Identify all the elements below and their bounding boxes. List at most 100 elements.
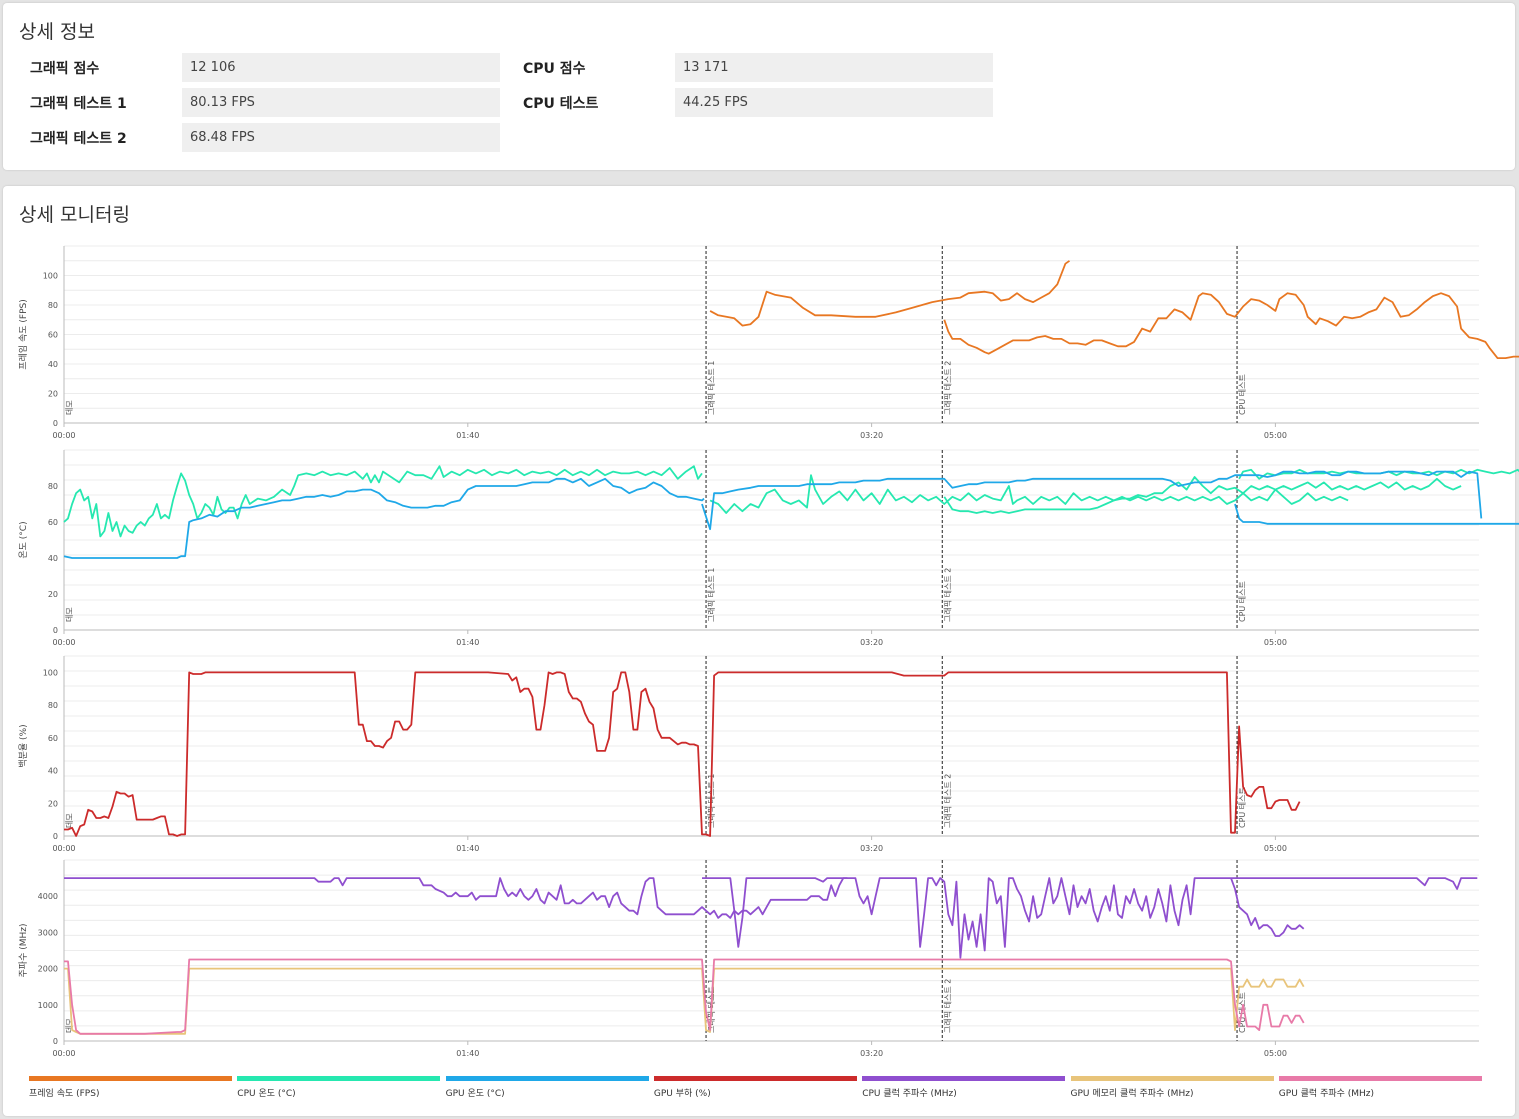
- y-tick-label: 20: [48, 590, 58, 599]
- legend-swatch: [862, 1076, 1066, 1081]
- phase-marker-label: 그래픽 테스트 1: [706, 568, 716, 622]
- series-line-4-2: [64, 967, 1305, 1035]
- legend-swatch: [1278, 1076, 1482, 1081]
- y-tick-label: 80: [48, 301, 58, 310]
- legend-swatch: [653, 1076, 857, 1081]
- cpu-score-label: CPU 점수: [523, 61, 586, 77]
- x-tick-label: 01:40: [456, 1049, 479, 1058]
- series-line-4-1: [1230, 877, 1305, 937]
- phase-marker-label: 데모: [65, 1018, 74, 1033]
- series-line-3-1: [64, 671, 1301, 837]
- series-line-1-1: [943, 292, 1519, 360]
- series-line-2-1: [943, 476, 1462, 514]
- phase-marker-label: CPU 테스트: [1238, 787, 1247, 828]
- y-tick-label: 40: [48, 767, 58, 776]
- y-tick-label: 4000: [38, 892, 58, 901]
- x-tick-label: 00:00: [52, 431, 75, 440]
- y-axis-label: 온도 (°C): [18, 521, 29, 558]
- legend-label: GPU 온도 (°C): [445, 1089, 505, 1099]
- cpu-test-value: 44.25 FPS: [675, 88, 993, 117]
- legend-label: GPU 부하 (%): [653, 1089, 711, 1099]
- phase-marker-label: 데모: [65, 607, 74, 622]
- legend-label: CPU 온도 (°C): [237, 1089, 296, 1099]
- chart-1: 0 20 40 60 80 100 00:00 01:40 03:20 05:00 프레임 속도 (…: [17, 245, 1519, 440]
- y-tick-label: 0: [53, 1037, 58, 1046]
- series-line-2-2: [1234, 503, 1519, 525]
- legend-swatch: [445, 1076, 649, 1081]
- legend-label: GPU 메모리 클럭 주파수 (MHz): [1070, 1089, 1194, 1099]
- x-tick-label: 05:00: [1264, 638, 1287, 647]
- x-tick-label: 01:40: [456, 638, 479, 647]
- series-line-1-1: [709, 260, 1071, 327]
- series-line-4-3: [64, 958, 1305, 1035]
- detail-monitoring-title: 상세 모니터링: [19, 204, 130, 226]
- y-tick-label: 80: [48, 482, 58, 491]
- graphics-test2-label: 그래픽 테스트 2: [30, 131, 127, 147]
- legend-swatch: [29, 1076, 232, 1081]
- detail-monitoring-panel: 상세 모니터링: [3, 186, 1515, 1116]
- legend-swatch: [237, 1076, 441, 1081]
- y-axis-label: 주파수 (MHz): [18, 924, 29, 978]
- series-line-4-1: [64, 877, 848, 919]
- legend-swatch: [1070, 1076, 1274, 1081]
- y-axis-label: 백분율 (%): [18, 724, 29, 767]
- x-tick-label: 05:00: [1264, 431, 1287, 440]
- x-tick-label: 01:40: [456, 844, 479, 853]
- x-tick-label: 03:20: [860, 844, 883, 853]
- phase-marker-label: 그래픽 테스트 2: [942, 979, 952, 1033]
- phase-marker-label: 그래픽 테스트 2: [942, 568, 952, 622]
- x-tick-label: 03:20: [860, 1049, 883, 1058]
- monitoring-charts: 0 20 40 60 80 100 00:00 01:40 03:20 05:00 프레임 속도 (…: [17, 245, 1519, 1058]
- phase-marker-label: 데모: [65, 813, 74, 828]
- phase-marker-label: 데모: [65, 400, 74, 415]
- y-tick-label: 100: [43, 272, 58, 281]
- graphics-score-label: 그래픽 점수: [30, 61, 100, 77]
- x-tick-label: 01:40: [456, 431, 479, 440]
- y-tick-label: 3000: [38, 928, 58, 937]
- phase-marker-label: CPU 테스트: [1238, 581, 1247, 622]
- y-tick-label: 40: [48, 360, 58, 369]
- y-tick-label: 2000: [38, 965, 58, 974]
- cpu-test-label: CPU 테스트: [523, 96, 599, 112]
- y-tick-label: 0: [53, 832, 58, 841]
- phase-marker-label: 그래픽 테스트 1: [706, 361, 716, 415]
- detail-info-panel: 상세 정보 그래픽 점수 12 106 그래픽 테스트 1 80.13 FPS …: [3, 3, 1515, 170]
- series-line-2-1: [63, 465, 703, 538]
- y-tick-label: 80: [48, 701, 58, 710]
- y-tick-label: 0: [53, 626, 58, 635]
- y-tick-label: 60: [48, 734, 58, 743]
- phase-marker-label: 그래픽 테스트 2: [942, 774, 952, 828]
- graphics-test2-value: 68.48 FPS: [182, 123, 500, 152]
- series-line-2-2: [701, 470, 1483, 531]
- legend-label: CPU 클럭 주파수 (MHz): [862, 1089, 957, 1099]
- graphics-score-value: 12 106: [182, 53, 500, 82]
- phase-marker-label: CPU 테스트: [1238, 374, 1247, 415]
- legend-label: 프레임 속도 (FPS): [29, 1089, 100, 1099]
- y-tick-label: 20: [48, 799, 58, 808]
- graphics-test1-value: 80.13 FPS: [182, 88, 500, 117]
- y-tick-label: 60: [48, 331, 58, 340]
- y-tick-label: 20: [48, 390, 58, 399]
- chart-3: 0 20 40 60 80 100 00:00 01:40 03:20 05:00 백분율 (%) 데…: [18, 655, 1479, 853]
- x-tick-label: 00:00: [52, 844, 75, 853]
- series-line-2-2: [63, 477, 705, 559]
- detail-info-title: 상세 정보: [19, 21, 95, 43]
- x-tick-label: 00:00: [52, 1049, 75, 1058]
- x-tick-label: 00:00: [52, 638, 75, 647]
- x-tick-label: 03:20: [860, 638, 883, 647]
- legend-label: GPU 클럭 주파수 (MHz): [1278, 1089, 1375, 1099]
- x-tick-label: 03:20: [860, 431, 883, 440]
- y-tick-label: 60: [48, 518, 58, 527]
- chart-2: 0 20 40 60 80 00:00 01:40 03:20 05:00 온도 (°C) 데모 그래…: [18, 449, 1519, 647]
- y-tick-label: 1000: [38, 1001, 58, 1010]
- graphics-test1-label: 그래픽 테스트 1: [30, 96, 127, 112]
- y-tick-label: 40: [48, 554, 58, 563]
- series-line-4-1: [702, 877, 1478, 959]
- y-tick-label: 100: [43, 668, 58, 677]
- y-tick-label: 0: [53, 419, 58, 428]
- x-tick-label: 05:00: [1264, 844, 1287, 853]
- y-axis-label: 프레임 속도 (FPS): [17, 299, 29, 369]
- cpu-score-value: 13 171: [675, 53, 993, 82]
- chart-4: 0 1000 2000 3000 4000 00:00 01:40 03:20 05:00 주파수…: [18, 859, 1479, 1058]
- series-line-2-1: [709, 474, 1349, 514]
